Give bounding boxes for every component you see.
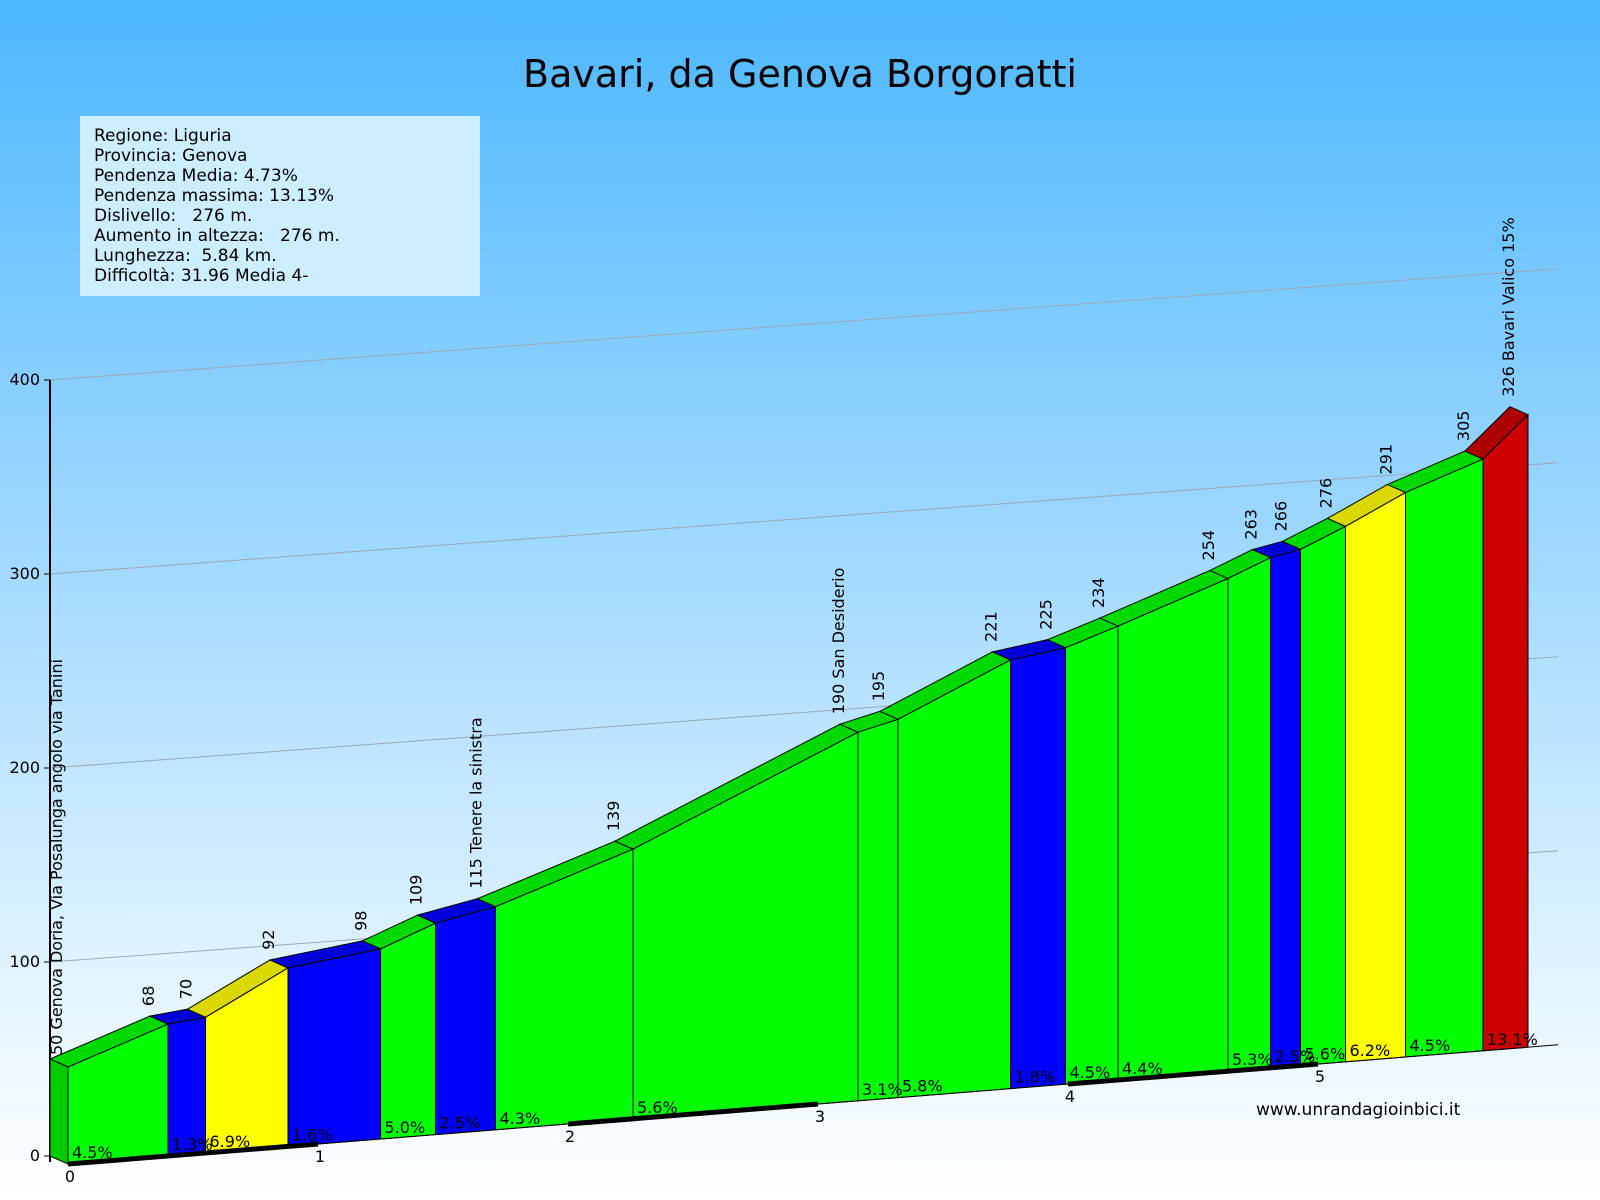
elevation-label: 109: [407, 875, 426, 906]
elevation-label: 139: [604, 801, 623, 832]
profile-segments: [48, 406, 1529, 1165]
grade-label: 4.5%: [1070, 1063, 1111, 1082]
elevation-label: 92: [259, 930, 278, 950]
grade-label: 13.1%: [1487, 1030, 1538, 1049]
y-axis: 0 100 200 300 400: [9, 370, 51, 1165]
info-line-pendenza-media: Pendenza Media: 4.73%: [94, 166, 298, 186]
elevation-label: 326 Bavari Valico 15%: [1499, 217, 1518, 396]
grade-label: 5.6%: [1305, 1044, 1346, 1063]
segment-face: [1270, 548, 1301, 1069]
baseline-km-band: [567, 1101, 819, 1127]
grade-label: 3.1%: [862, 1080, 903, 1099]
y-tick-label: 300: [9, 564, 40, 583]
info-line-difficolta: Difficoltà: 31.96 Media 4-: [94, 266, 309, 286]
elevation-label: 234: [1089, 577, 1108, 608]
elevation-label: 195: [869, 671, 888, 702]
baseline-km-band: [1067, 1061, 1319, 1087]
segment-face: [380, 922, 436, 1140]
y-tick-label: 200: [9, 758, 40, 777]
grade-label: 1.3%: [172, 1135, 213, 1154]
grade-label: 1.6%: [292, 1125, 333, 1144]
grade-label: 6.9%: [210, 1132, 251, 1151]
elevation-label: 50 Genova Doria, Via Posalunga angolo vi…: [47, 659, 66, 1055]
elevation-label: 221: [982, 611, 1001, 642]
elevation-label: 263: [1242, 509, 1261, 540]
elevation-label: 266: [1272, 501, 1291, 532]
website-credit: www.unrandagioinbici.it: [1256, 1100, 1461, 1120]
segment-face: [435, 906, 496, 1136]
y-tick-label: 100: [9, 952, 40, 971]
grade-labels: 4.5% 1.3%6.9% 1.6% 5.0% 2.5% 4.3% 5.6% 3.1% 5.8%…: [72, 1030, 1538, 1162]
segment-top: [1464, 406, 1529, 460]
grade-label: 4.3%: [500, 1109, 541, 1128]
elevation-label: 276: [1317, 478, 1336, 509]
grade-label: 2.5%: [1275, 1047, 1316, 1066]
grade-label: 5.0%: [385, 1118, 426, 1137]
info-line-provincia: Provincia: Genova: [94, 146, 248, 166]
elevation-label: 225: [1037, 599, 1056, 630]
grade-label: 5.8%: [902, 1077, 943, 1096]
distance-baseline: [67, 1044, 1559, 1167]
elevation-label: 115 Tenere la sinistra: [467, 717, 486, 888]
grade-label: 4.4%: [1122, 1059, 1163, 1078]
info-line-regione: Regione: Liguria: [94, 126, 232, 146]
segment-face: [897, 659, 1011, 1099]
segment-face: [1300, 525, 1346, 1066]
gridline: [49, 268, 1559, 381]
segment-face: [857, 718, 899, 1102]
x-axis-ticks: 0 1 2 3 4 5: [65, 1067, 1325, 1186]
elevation-label: 254: [1199, 530, 1218, 561]
grade-label: 4.5%: [1410, 1036, 1451, 1055]
elevation-label: 98: [352, 911, 371, 931]
gridline: [49, 462, 1559, 575]
x-tick-label: 2: [565, 1127, 575, 1146]
x-tick-label: 3: [815, 1107, 825, 1126]
y-tick-label: 400: [9, 370, 40, 389]
info-line-aumento: Aumento in altezza: 276 m.: [94, 226, 340, 246]
chart-title: Bavari, da Genova Borgoratti: [523, 52, 1077, 96]
segment-face: [1405, 458, 1484, 1058]
x-tick-label: 4: [1065, 1087, 1075, 1106]
elevation-label: 291: [1377, 444, 1396, 475]
info-box: Regione: Liguria Provincia: Genova Pende…: [80, 116, 480, 296]
segment-face: [1117, 577, 1229, 1081]
elevation-label: 70: [177, 979, 196, 999]
grade-label: 2.5%: [440, 1114, 481, 1133]
y-tick-label: 0: [30, 1146, 40, 1165]
grade-label: 6.2%: [1350, 1041, 1391, 1060]
grade-label: 5.6%: [637, 1098, 678, 1117]
grade-label: 5.3%: [1232, 1050, 1273, 1069]
x-tick-label: 1: [315, 1147, 325, 1166]
segment-face: [1227, 556, 1271, 1072]
grade-label: 1.8%: [1015, 1068, 1056, 1087]
x-tick-label: 5: [1315, 1067, 1325, 1086]
segment-side: [49, 1058, 69, 1165]
segment-face: [1345, 491, 1406, 1063]
info-line-lunghezza: Lunghezza: 5.84 km.: [94, 246, 277, 266]
elevation-label: 305: [1454, 411, 1473, 442]
segment-face: [1065, 625, 1119, 1085]
grade-label: 4.5%: [72, 1143, 113, 1162]
info-line-pendenza-massima: Pendenza massima: 13.13%: [94, 186, 334, 206]
segment-face: [287, 948, 381, 1147]
elevation-label: 190 San Desiderio: [829, 568, 848, 715]
segment-face: [1482, 413, 1529, 1052]
segment-face: [1010, 647, 1066, 1090]
elevation-label: 68: [139, 986, 158, 1006]
baseline-km-band: [67, 1141, 319, 1167]
x-tick-label: 0: [65, 1167, 75, 1186]
elevation-labels: 50 Genova Doria, Via Posalunga angolo vi…: [47, 217, 1518, 1055]
info-line-dislivello: Dislivello: 276 m.: [94, 206, 253, 226]
